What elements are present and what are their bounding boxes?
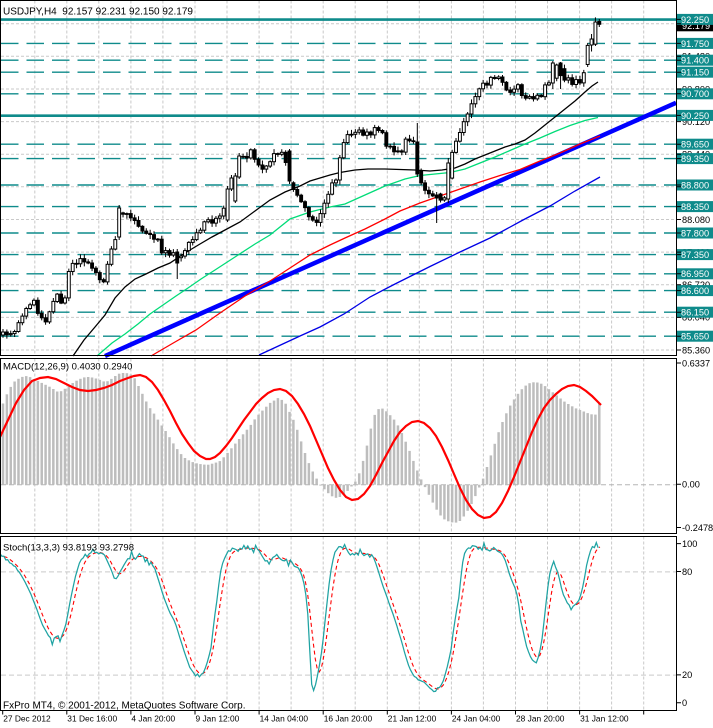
svg-text:0.00: 0.00 xyxy=(682,480,700,490)
svg-text:0: 0 xyxy=(682,698,687,708)
svg-text:9 Jan 12:00: 9 Jan 12:00 xyxy=(196,714,240,724)
svg-text:88.800: 88.800 xyxy=(681,180,709,190)
svg-text:86.950: 86.950 xyxy=(681,269,709,279)
svg-text:24 Jan 04:00: 24 Jan 04:00 xyxy=(452,714,501,724)
svg-text:91.150: 91.150 xyxy=(681,68,709,78)
svg-text:90.700: 90.700 xyxy=(681,89,709,99)
svg-text:90.120: 90.120 xyxy=(682,117,710,127)
svg-text:88.080: 88.080 xyxy=(682,215,710,225)
svg-text:92.250: 92.250 xyxy=(681,15,709,25)
svg-text:88.350: 88.350 xyxy=(681,202,709,212)
svg-text:21 Jan 12:00: 21 Jan 12:00 xyxy=(388,714,437,724)
svg-text:86.720: 86.720 xyxy=(682,280,710,290)
svg-text:89.650: 89.650 xyxy=(681,140,709,150)
svg-text:31 Dec 16:00: 31 Dec 16:00 xyxy=(67,714,117,724)
svg-text:28 Jan 20:00: 28 Jan 20:00 xyxy=(516,714,565,724)
svg-text:89.350: 89.350 xyxy=(681,154,709,164)
svg-text:91.750: 91.750 xyxy=(681,39,709,49)
svg-text:90.250: 90.250 xyxy=(681,111,709,121)
svg-text:31 Jan 12:00: 31 Jan 12:00 xyxy=(580,714,629,724)
svg-text:Stoch(13,3,3) 93.8193 93.2798: Stoch(13,3,3) 93.8193 93.2798 xyxy=(3,543,134,554)
svg-text:20: 20 xyxy=(682,670,692,680)
svg-text:FxPro MT4, © 2001-2012, MetaQu: FxPro MT4, © 2001-2012, MetaQuotes Softw… xyxy=(3,701,245,712)
svg-text:87.350: 87.350 xyxy=(681,250,709,260)
svg-text:91.400: 91.400 xyxy=(681,56,709,66)
svg-text:-0.2478: -0.2478 xyxy=(682,523,713,533)
svg-text:USDJPY,H4 92.157 92.231 92.15: USDJPY,H4 92.157 92.231 92.150 92.179 xyxy=(3,7,193,18)
svg-text:92.179: 92.179 xyxy=(682,21,710,31)
svg-text:86.600: 86.600 xyxy=(681,286,709,296)
svg-text:MACD(12,26,9) 0.4030 0.2940: MACD(12,26,9) 0.4030 0.2940 xyxy=(3,362,132,373)
svg-text:27 Dec 2012: 27 Dec 2012 xyxy=(3,714,51,724)
svg-text:0.6337: 0.6337 xyxy=(682,358,710,368)
svg-text:85.650: 85.650 xyxy=(681,332,709,342)
svg-text:86.150: 86.150 xyxy=(681,308,709,318)
svg-text:80: 80 xyxy=(682,567,692,577)
svg-text:14 Jan 04:00: 14 Jan 04:00 xyxy=(260,714,309,724)
svg-text:16 Jan 20:00: 16 Jan 20:00 xyxy=(324,714,373,724)
svg-text:4 Jan 20:00: 4 Jan 20:00 xyxy=(131,714,175,724)
svg-text:100: 100 xyxy=(682,539,697,549)
svg-text:87.800: 87.800 xyxy=(681,228,709,238)
svg-text:85.360: 85.360 xyxy=(682,345,710,355)
